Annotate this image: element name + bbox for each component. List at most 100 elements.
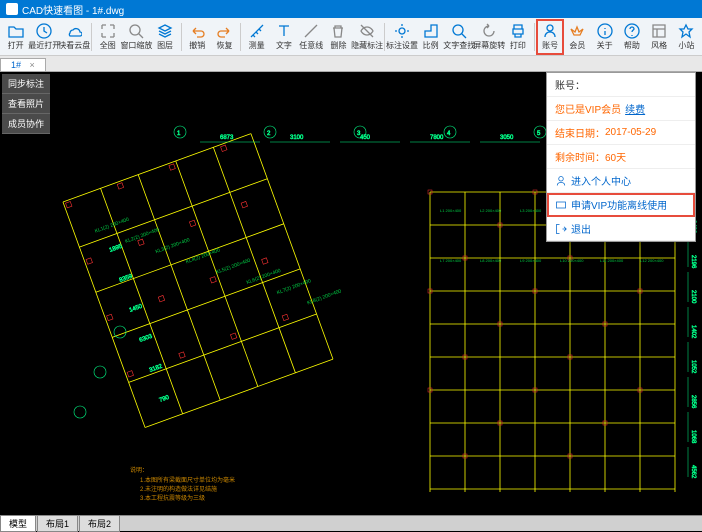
tool-search[interactable]: 文字查找: [444, 19, 474, 55]
svg-text:6303: 6303: [139, 333, 154, 343]
tool-cloud[interactable]: 快看云盘: [59, 19, 89, 55]
side-item[interactable]: 查看照片: [2, 94, 50, 114]
svg-text:3050: 3050: [500, 135, 514, 141]
document-tab[interactable]: 1# ×: [0, 58, 46, 71]
app-logo-icon: [6, 3, 18, 15]
tool-layers[interactable]: 图层: [151, 19, 178, 55]
main-toolbar: 打开最近打开快看云盘全图窗口缩放图层撤销恢复测量文字任意线删除隐藏标注标注设置比…: [0, 18, 702, 56]
hide-icon: [359, 23, 375, 39]
svg-text:790: 790: [159, 395, 171, 404]
search-icon: [451, 23, 467, 39]
vip-status-row: 您已是VIP会员 续费: [547, 97, 695, 121]
undo-icon: [189, 23, 205, 39]
tool-info[interactable]: 关于: [591, 19, 618, 55]
scale-icon: [423, 23, 439, 39]
redo-icon: [217, 23, 233, 39]
svg-text:3100: 3100: [290, 135, 304, 141]
svg-text:1450: 1450: [129, 303, 144, 313]
svg-text:7800: 7800: [430, 135, 444, 141]
layout-tab-bar: 模型布局1布局2: [0, 515, 702, 531]
settings-icon: [394, 23, 410, 39]
close-tab-icon[interactable]: ×: [30, 60, 35, 70]
tool-delete[interactable]: 删除: [325, 19, 352, 55]
svg-text:KL2(2) 200×400: KL2(2) 200×400: [124, 227, 160, 245]
cloud-icon: [66, 23, 82, 39]
svg-text:KL4(2) 200×400: KL4(2) 200×400: [185, 247, 221, 265]
line-icon: [303, 23, 319, 39]
svg-text:KL6(2) 200×400: KL6(2) 200×400: [246, 268, 282, 286]
svg-text:1.本图所有梁截面尺寸单位均为毫米: 1.本图所有梁截面尺寸单位均为毫米: [140, 476, 235, 484]
tool-undo[interactable]: 撤销: [184, 19, 211, 55]
vip-icon: [569, 23, 585, 39]
layout-tab[interactable]: 布局1: [37, 515, 78, 532]
user-icon: [542, 23, 558, 39]
svg-text:L1 200×400: L1 200×400: [440, 208, 462, 213]
tool-site[interactable]: 小站: [673, 19, 700, 55]
svg-text:KL8(2) 200×400: KL8(2) 200×400: [306, 288, 342, 306]
tool-fullscreen[interactable]: 全图: [94, 19, 121, 55]
workspace: 同步标注查看照片成员协作 KL1(2) 200×400KL2(2) 200×40…: [0, 72, 702, 515]
svg-text:3.本工程抗震等级为三级: 3.本工程抗震等级为三级: [140, 494, 205, 502]
svg-text:L10 200×400: L10 200×400: [560, 258, 584, 263]
title-bar: CAD快速看图 - 1#.dwg: [0, 0, 702, 18]
tool-measure[interactable]: 测量: [243, 19, 270, 55]
text-icon: [276, 23, 292, 39]
tool-style[interactable]: 风格: [646, 19, 673, 55]
svg-text:L7 200×400: L7 200×400: [440, 258, 462, 263]
tool-zoom[interactable]: 窗口缩放: [121, 19, 151, 55]
svg-text:1052: 1052: [690, 360, 696, 374]
tool-text[interactable]: 文字: [270, 19, 297, 55]
end-date-row: 结束日期： 2017-05-29: [547, 121, 695, 145]
side-item[interactable]: 同步标注: [2, 74, 50, 94]
renew-link[interactable]: 续费: [625, 101, 645, 116]
rotate-icon: [481, 23, 497, 39]
tool-user[interactable]: 账号: [536, 19, 563, 55]
document-tab-bar: 1# ×: [0, 56, 702, 72]
tool-scale[interactable]: 比例: [417, 19, 444, 55]
svg-text:L8 200×400: L8 200×400: [480, 258, 502, 263]
logout-button[interactable]: 退出: [547, 217, 695, 241]
svg-text:KL3(2) 200×400: KL3(2) 200×400: [155, 237, 191, 255]
svg-text:L9 200×400: L9 200×400: [520, 258, 542, 263]
svg-text:2100: 2100: [690, 290, 696, 304]
tool-line[interactable]: 任意线: [298, 19, 325, 55]
enter-center-button[interactable]: 进入个人中心: [547, 169, 695, 193]
tool-vip[interactable]: 会员: [564, 19, 591, 55]
account-dropdown: 账号： 您已是VIP会员 续费 结束日期： 2017-05-29 剩余时间： 6…: [546, 72, 696, 242]
svg-text:5: 5: [537, 131, 541, 137]
style-icon: [651, 23, 667, 39]
account-row: 账号：: [547, 73, 695, 97]
layout-tab[interactable]: 模型: [0, 515, 36, 532]
svg-text:1895: 1895: [109, 243, 124, 253]
window-title: CAD快速看图 - 1#.dwg: [22, 2, 124, 17]
svg-text:L11 200×400: L11 200×400: [600, 258, 624, 263]
tool-redo[interactable]: 恢复: [211, 19, 238, 55]
layout-tab[interactable]: 布局2: [79, 515, 120, 532]
apply-vip-offline-button[interactable]: 申请VIP功能离线使用: [547, 193, 695, 217]
site-icon: [678, 23, 694, 39]
svg-text:6873: 6873: [220, 135, 234, 141]
measure-icon: [249, 23, 265, 39]
tool-clock[interactable]: 最近打开: [29, 19, 59, 55]
svg-text:1: 1: [177, 131, 181, 137]
side-item[interactable]: 成员协作: [2, 114, 50, 134]
tool-hide[interactable]: 隐藏标注: [352, 19, 382, 55]
help-icon: [624, 23, 640, 39]
svg-text:说明：: 说明：: [130, 466, 148, 474]
tool-folder[interactable]: 打开: [2, 19, 29, 55]
svg-text:2: 2: [267, 131, 271, 137]
svg-text:2196: 2196: [690, 255, 696, 269]
clock-icon: [36, 23, 52, 39]
tool-help[interactable]: 帮助: [618, 19, 645, 55]
svg-text:KL5(2) 200×400: KL5(2) 200×400: [215, 258, 251, 276]
svg-text:2856: 2856: [690, 395, 696, 409]
side-panel: 同步标注查看照片成员协作: [2, 74, 50, 134]
svg-text:L12 200×400: L12 200×400: [640, 258, 664, 263]
svg-text:1402: 1402: [690, 325, 696, 339]
folder-icon: [8, 23, 24, 39]
tool-settings[interactable]: 标注设置: [387, 19, 417, 55]
tool-rotate[interactable]: 屏幕旋转: [474, 19, 504, 55]
tool-print[interactable]: 打印: [504, 19, 531, 55]
svg-text:L3 200×400: L3 200×400: [520, 208, 542, 213]
fullscreen-icon: [100, 23, 116, 39]
